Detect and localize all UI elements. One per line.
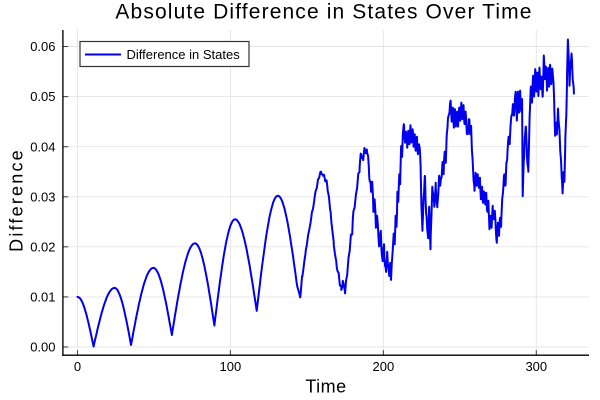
svg-text:0.00: 0.00 — [30, 340, 55, 355]
svg-text:0.06: 0.06 — [30, 39, 55, 54]
svg-text:0: 0 — [74, 359, 81, 374]
svg-text:100: 100 — [220, 359, 242, 374]
svg-text:Absolute Difference in States: Absolute Difference in States Over Time — [115, 1, 532, 24]
svg-text:0.04: 0.04 — [30, 139, 55, 154]
svg-text:0.02: 0.02 — [30, 239, 55, 254]
svg-text:Difference in States: Difference in States — [127, 47, 241, 62]
svg-text:200: 200 — [373, 359, 395, 374]
svg-text:Difference: Difference — [7, 148, 27, 252]
svg-text:0.01: 0.01 — [30, 290, 55, 305]
svg-text:0.03: 0.03 — [30, 189, 55, 204]
svg-text:0.05: 0.05 — [30, 89, 55, 104]
svg-text:Time: Time — [305, 377, 346, 397]
svg-text:300: 300 — [525, 359, 547, 374]
